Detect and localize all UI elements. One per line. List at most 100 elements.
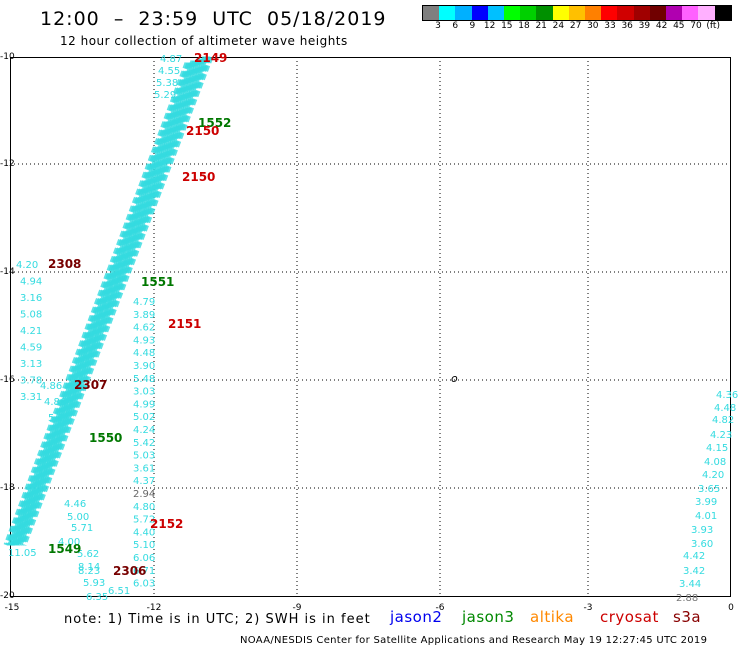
x-tick-label: -9 [292,603,302,613]
swh-value: 3.13 [20,359,42,370]
swh-value: 5.03 [133,451,155,462]
swh-value: 5.62 [77,549,99,560]
swh-value: 3.78 [20,376,42,387]
x-tick-label: -15 [4,603,20,613]
swh-value: 4.46 [64,499,86,510]
swh-value: 4.08 [704,457,726,468]
swh-value: 5.02 [133,412,155,423]
y-tick-label: -12 [0,159,15,169]
swh-value: 5.48 [133,374,155,385]
swh-value: 5.29 [154,90,176,101]
track-band [17,58,208,546]
y-tick-label: -10 [0,52,15,62]
legend-label: 30 [587,21,599,31]
swh-value: 4.48 [714,403,736,414]
pass-time-label: 2149 [194,51,227,65]
swh-value: 5.10 [133,540,155,551]
swh-value: 4.36 [716,390,738,401]
swh-value: 3.99 [695,497,717,508]
pass-time-label: 2151 [168,317,201,331]
y-tick-label: -20 [0,591,15,601]
legend-label: 27 [569,21,582,31]
pass-time-label: 1551 [141,275,174,289]
pass-time-label: 2308 [48,257,81,271]
y-tick-label: -18 [0,483,15,493]
x-tick-label: -3 [583,603,593,613]
swh-value: 4.86 [40,381,62,392]
legend-swatch [423,6,440,20]
swh-value: 4.00 [58,537,80,548]
swh-value: 4.86 [44,397,66,408]
swh-value: 6.03 [133,579,155,590]
pass-time-label: 1549 [48,542,81,556]
pass-time-label: 2306 [113,564,146,578]
pass-time-label: 1552 [198,116,231,130]
swh-value: 4.42 [683,551,705,562]
legend-label: 12 [483,21,496,31]
legend-swatch [471,6,488,20]
satellite-jason2: jason2 [390,608,443,626]
legend-label: 18 [518,21,530,31]
legend-swatch [617,6,634,20]
legend-label: 9 [469,21,476,31]
swh-value: 3.44 [679,579,701,590]
swh-value: 6.71 [133,566,155,577]
legend-label: 3 [435,21,441,31]
swh-value: 4.62 [133,323,155,334]
legend-label: 42 [655,21,668,31]
swh-value: 4.40 [133,527,155,538]
swh-value: 5.93 [83,578,105,589]
legend-swatch [649,6,667,20]
swh-value: 3.42 [683,566,705,577]
swh-value: 3.89 [133,310,155,321]
track-band [9,62,196,546]
swh-value: 4.87 [160,54,182,65]
swh-value: 8.14 [78,562,100,573]
pass-time-label: 2150 [182,170,215,184]
pass-time-label: 1550 [89,431,122,445]
swh-value: 4.21 [20,326,42,337]
legend-swatch [601,6,618,20]
x-tick-label: -6 [435,603,445,613]
legend-label: 15 [501,21,513,31]
swh-value: 8.23 [78,566,100,577]
credit-line: NOAA/NESDIS Center for Satellite Applica… [240,635,708,646]
swh-value: 3.90 [133,361,155,372]
satellite-jason3: jason3 [462,608,515,626]
swh-value: 4.37 [133,476,155,487]
swh-value: 2.88 [676,593,698,604]
swh-value: 3.61 [133,463,155,474]
color-scale-bar [422,5,732,21]
legend-swatch [698,6,715,20]
swh-value: 2.94 [133,489,155,500]
legend-label: (ft) [706,21,720,31]
swh-value: 5.00 [67,512,89,523]
swh-value: 4.79 [133,297,155,308]
swh-value: 4.99 [133,399,155,410]
legend-swatch [504,6,521,20]
swh-value: 11.05 [8,548,37,559]
swh-value: 5.38 [156,78,178,89]
legend-label: 45 [673,21,685,31]
swh-value: 4.48 [133,348,155,359]
legend-swatch [714,6,731,20]
swh-value: 4.93 [133,335,155,346]
track-band [13,60,202,546]
x-tick-label: -12 [146,603,162,613]
swh-value: 4.80 [133,502,155,513]
swh-value: 5.42 [133,438,155,449]
legend-swatch [455,6,472,20]
legend-swatch [439,6,456,20]
x-tick-label: 0 [728,603,734,613]
swh-value: 5.71 [71,523,93,534]
legend-swatch [585,6,602,20]
legend-swatch [666,6,683,20]
legend-label: 33 [604,21,616,31]
map-title: 12:00 – 23:59 UTC 05/18/2019 [40,8,387,30]
track-band [21,56,214,546]
legend-swatch [633,6,650,20]
pass-time-label: 2150 [186,124,219,138]
legend-swatch [520,6,537,20]
island-marker: o [451,372,458,385]
legend-label: 21 [535,21,547,31]
